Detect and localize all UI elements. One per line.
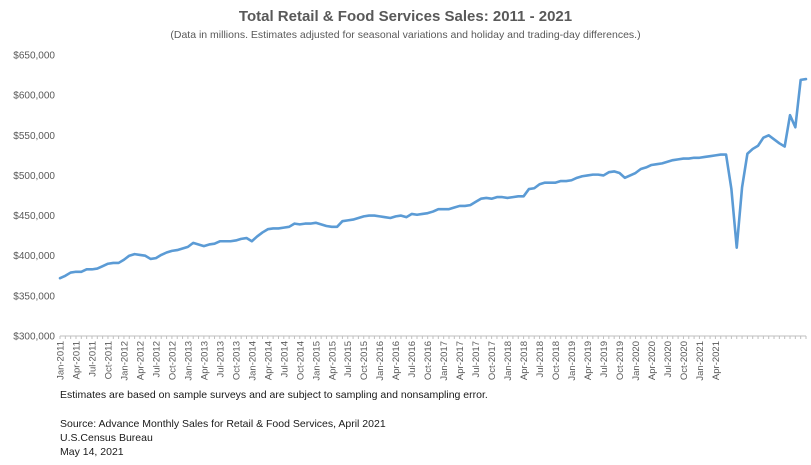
- agency-note: U.S.Census Bureau: [60, 432, 153, 444]
- y-tick-label: $450,000: [13, 211, 55, 222]
- x-tick-label: Jul-2011: [87, 341, 98, 377]
- x-tick-label: Jul-2012: [151, 341, 162, 377]
- x-tick-label: Jul-2018: [535, 341, 546, 377]
- x-tick-label: Jul-2016: [407, 341, 418, 377]
- x-tick-label: Apr-2012: [135, 341, 146, 380]
- x-tick-label: Jan-2013: [183, 341, 194, 381]
- chart-title: Total Retail & Food Services Sales: 2011…: [238, 8, 573, 25]
- x-tick-label: Oct-2011: [103, 341, 114, 379]
- x-tick-label: Apr-2020: [647, 341, 658, 380]
- y-tick-label: $300,000: [13, 332, 55, 343]
- x-tick-label: Apr-2013: [199, 341, 210, 380]
- x-tick-label: Apr-2014: [263, 341, 274, 380]
- x-tick-label: Oct-2020: [679, 341, 690, 380]
- y-tick-label: $650,000: [13, 51, 55, 62]
- sampling-note: Estimates are based on sample surveys an…: [60, 389, 488, 401]
- x-tick-label: Apr-2017: [455, 341, 466, 380]
- x-tick-label: Apr-2011: [71, 341, 82, 379]
- y-tick-label: $550,000: [13, 131, 55, 142]
- x-tick-label: Jul-2014: [279, 341, 290, 377]
- x-tick-label: Apr-2016: [391, 341, 402, 380]
- x-tick-label: Jan-2020: [631, 341, 642, 381]
- sales-series-line: [58, 77, 808, 280]
- y-tick-label: $350,000: [13, 291, 55, 302]
- x-tick-label: Jan-2011: [56, 341, 67, 380]
- x-tick-label: Jul-2020: [663, 341, 674, 377]
- y-tick-label: $500,000: [13, 171, 55, 182]
- x-tick-label: Oct-2018: [551, 341, 562, 380]
- x-tick-label: Oct-2016: [423, 341, 434, 380]
- x-tick-label: Jul-2015: [343, 341, 354, 377]
- x-tick-label: Oct-2019: [615, 341, 626, 380]
- y-tick-label: $400,000: [13, 251, 55, 262]
- x-axis: Jan-2011 Apr-2011 Jul-2011 Oct-2011 Jan-2012…: [56, 335, 807, 381]
- plot-area: [58, 77, 808, 280]
- x-tick-label: Jan-2019: [567, 341, 578, 381]
- x-tick-label: Jan-2014: [247, 341, 258, 381]
- x-tick-label: Apr-2015: [327, 341, 338, 380]
- x-tick-label: Jul-2017: [471, 341, 482, 377]
- x-tick-label: Oct-2014: [295, 341, 306, 380]
- x-tick-label: Jul-2013: [215, 341, 226, 377]
- x-tick-label: Apr-2021: [711, 341, 722, 380]
- y-axis: $300,000 $350,000 $400,000 $450,000 $500,000…: [13, 51, 55, 343]
- x-tick-label: Jan-2021: [695, 341, 706, 381]
- x-tick-label: Apr-2018: [519, 341, 530, 380]
- x-tick-label: Oct-2012: [167, 341, 178, 380]
- x-tick-label: Jul-2019: [599, 341, 610, 377]
- x-tick-label: Jan-2018: [503, 341, 514, 381]
- x-tick-label: Oct-2015: [359, 341, 370, 380]
- x-tick-label: Oct-2013: [231, 341, 242, 380]
- x-tick-label: Apr-2019: [583, 341, 594, 380]
- y-tick-label: $600,000: [13, 91, 55, 102]
- x-tick-label: Oct-2017: [487, 341, 498, 380]
- x-tick-label: Jan-2016: [375, 341, 386, 381]
- chart-subtitle: (Data in millions. Estimates adjusted fo…: [170, 29, 641, 41]
- x-tick-label: Jan-2017: [439, 341, 450, 381]
- source-note: Source: Advance Monthly Sales for Retail…: [60, 418, 386, 430]
- date-note: May 14, 2021: [60, 446, 124, 458]
- x-tick-label: Jan-2015: [311, 341, 322, 381]
- x-tick-label: Jan-2012: [119, 341, 130, 381]
